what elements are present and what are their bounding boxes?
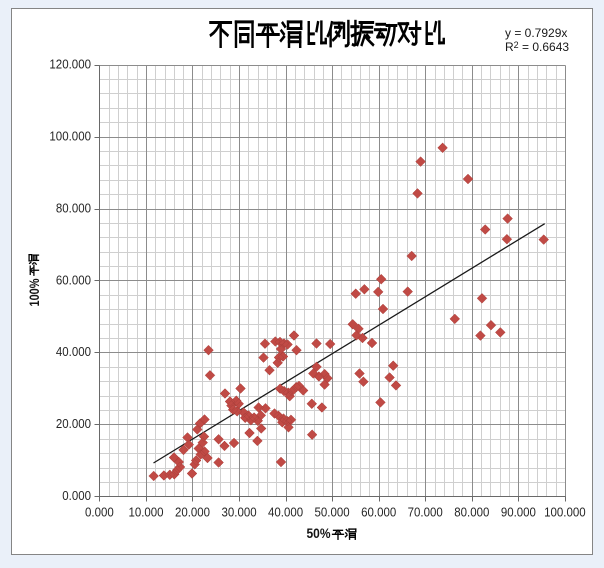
svg-text:0.000: 0.000 — [62, 489, 91, 503]
svg-text:120.000: 120.000 — [49, 58, 91, 72]
svg-text:60.000: 60.000 — [361, 506, 396, 520]
svg-text:100%: 100% — [27, 279, 42, 307]
svg-text:10.000: 10.000 — [128, 506, 163, 520]
svg-text:50.000: 50.000 — [315, 506, 350, 520]
svg-text:80.000: 80.000 — [56, 201, 91, 215]
svg-text:R2 = 0.6643: R2 = 0.6643 — [505, 40, 569, 54]
svg-text:100.000: 100.000 — [544, 506, 586, 520]
svg-text:90.000: 90.000 — [501, 506, 536, 520]
svg-text:70.000: 70.000 — [408, 506, 443, 520]
svg-text:30.000: 30.000 — [222, 506, 257, 520]
svg-text:y = 0.7929x: y = 0.7929x — [505, 26, 567, 40]
svg-text:50%: 50% — [307, 526, 331, 541]
svg-text:20.000: 20.000 — [56, 417, 91, 431]
svg-text:100.000: 100.000 — [49, 129, 91, 143]
svg-text:40.000: 40.000 — [268, 506, 303, 520]
svg-text:60.000: 60.000 — [56, 273, 91, 287]
svg-text:80.000: 80.000 — [454, 506, 489, 520]
svg-text:20.000: 20.000 — [175, 506, 210, 520]
svg-text:40.000: 40.000 — [56, 345, 91, 359]
svg-text:0.000: 0.000 — [85, 506, 114, 520]
